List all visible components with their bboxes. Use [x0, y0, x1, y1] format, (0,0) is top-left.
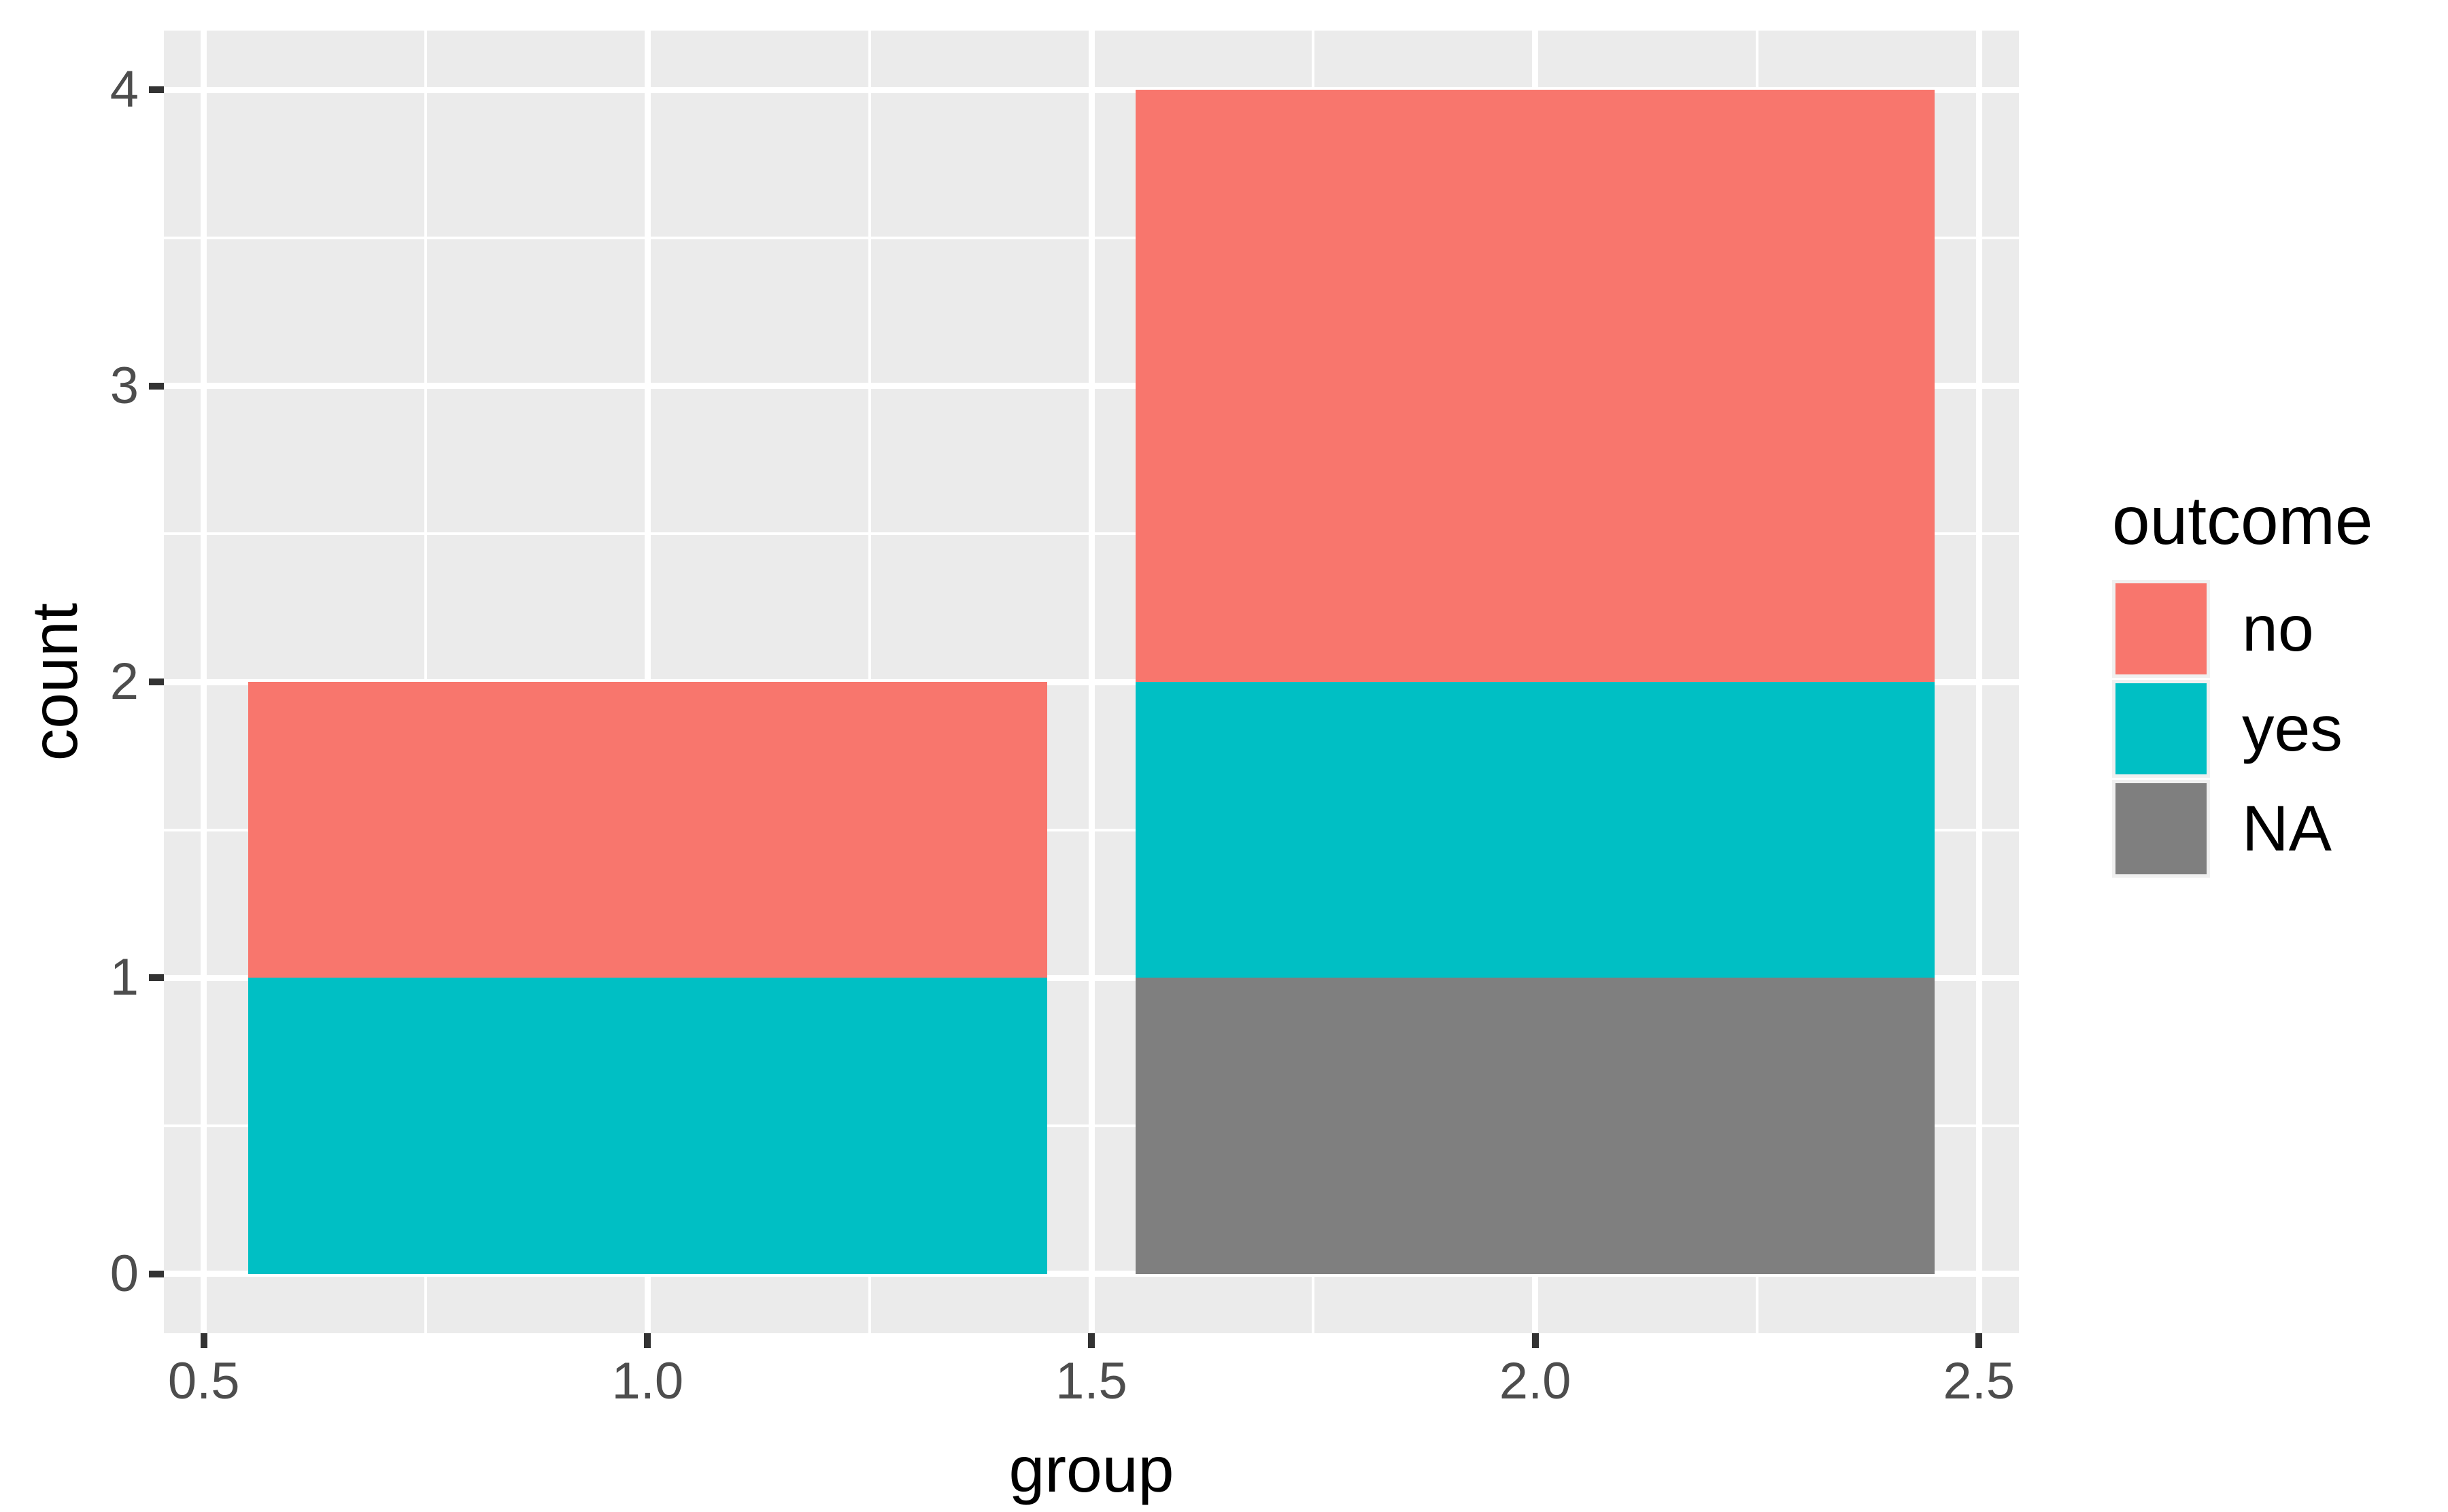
bar-1-segment-yes	[248, 978, 1047, 1274]
y-tick-mark	[149, 1270, 164, 1277]
bar-1-segment-no	[248, 682, 1047, 978]
legend-swatch-na	[2115, 783, 2207, 874]
y-tick-mark	[149, 678, 164, 685]
legend-label-yes: yes	[2242, 693, 2343, 765]
y-tick-mark	[149, 974, 164, 982]
y-tick-label: 0	[109, 1244, 139, 1303]
x-axis-title: group	[1008, 1434, 1174, 1506]
x-tick-label: 1.5	[1055, 1352, 1127, 1410]
legend-swatch-no	[2115, 583, 2207, 674]
bar-2-segment-no	[1136, 90, 1935, 682]
gridline-major-horizontal	[164, 974, 2019, 981]
y-axis-title: count	[19, 602, 91, 761]
y-tick-label: 4	[109, 61, 139, 119]
legend-key-yes	[2112, 680, 2210, 778]
gridline-major-horizontal	[164, 1271, 2019, 1277]
x-tick-mark	[1975, 1333, 1983, 1348]
y-tick-mark	[149, 86, 164, 94]
gridline-major-horizontal	[164, 86, 2019, 93]
plot-panel	[164, 31, 2019, 1333]
legend-key-no	[2112, 580, 2210, 678]
x-tick-label: 2.0	[1499, 1352, 1571, 1410]
bar-2-segment-yes	[1136, 682, 1935, 978]
y-tick-label: 3	[109, 356, 139, 415]
legend-swatch-yes	[2115, 683, 2207, 774]
gridline-major-horizontal	[164, 383, 2019, 390]
bar-2-segment-NA	[1136, 978, 1935, 1274]
y-tick-label: 1	[109, 948, 139, 1007]
x-tick-mark	[1531, 1333, 1539, 1348]
x-tick-label: 0.5	[167, 1352, 240, 1410]
legend-label-no: no	[2242, 593, 2314, 665]
x-tick-mark	[644, 1333, 651, 1348]
x-tick-label: 1.0	[611, 1352, 684, 1410]
x-tick-label: 2.5	[1943, 1352, 2016, 1410]
x-tick-mark	[1088, 1333, 1095, 1348]
legend-key-na	[2112, 780, 2210, 878]
y-tick-mark	[149, 382, 164, 390]
gridline-major-horizontal	[164, 678, 2019, 685]
x-tick-mark	[200, 1333, 207, 1348]
y-tick-label: 2	[109, 653, 139, 710]
legend-label-na: NA	[2242, 793, 2332, 865]
legend-title: outcome	[2112, 483, 2373, 559]
